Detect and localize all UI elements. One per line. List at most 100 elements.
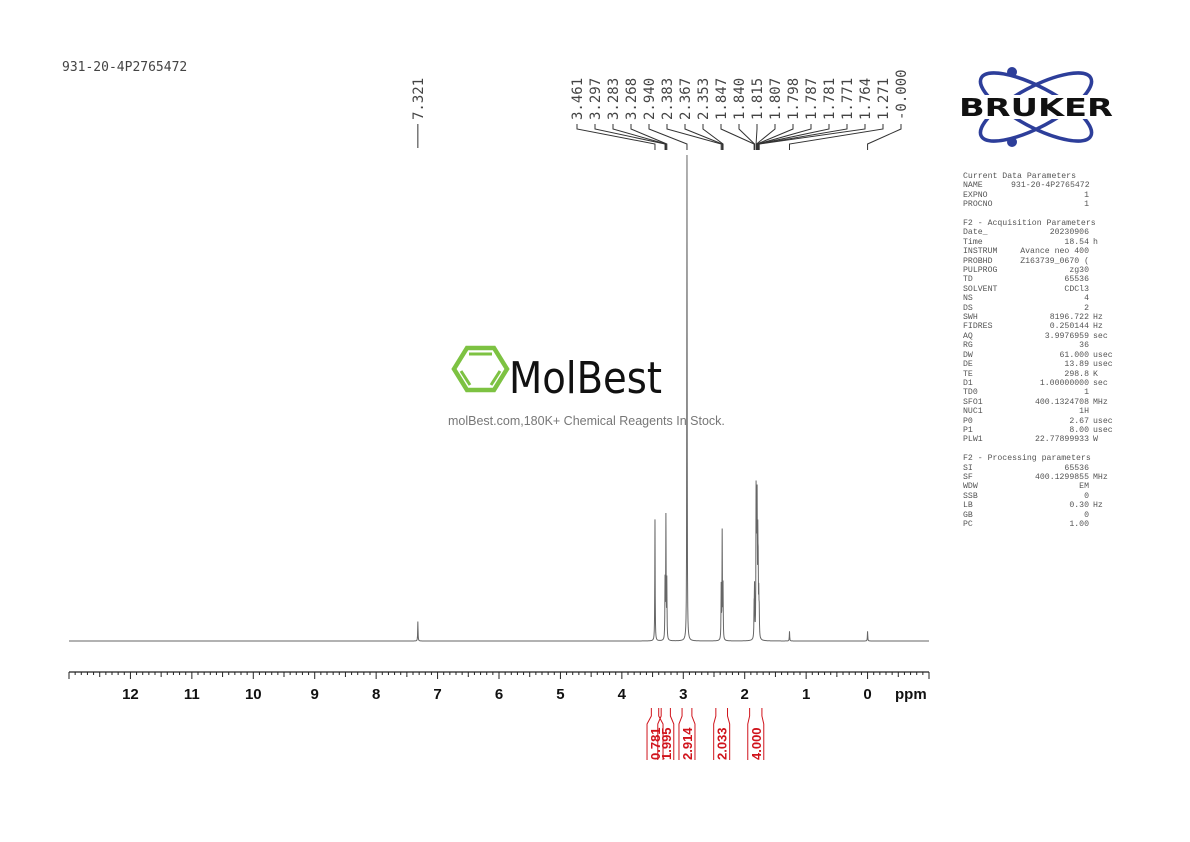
param-key: D1: [963, 378, 973, 388]
peak-label: 1.764: [858, 78, 874, 120]
peak-label: 1.787: [804, 78, 820, 120]
param-value: 1H: [1079, 407, 1089, 417]
param-value: zg30: [1069, 266, 1089, 276]
x-tick-label: 8: [372, 686, 380, 703]
peak-label-connector: [756, 124, 776, 150]
param-key: DS: [963, 303, 973, 313]
param-key: SF: [963, 472, 973, 482]
param-row: TD 65536: [963, 275, 1123, 284]
param-value: 61.000: [1059, 350, 1089, 360]
param-unit: Hz: [1093, 313, 1103, 323]
param-unit: usec: [1093, 350, 1113, 360]
param-value: 18.54: [1064, 237, 1089, 247]
param-row: SOLVENT CDCl3: [963, 285, 1123, 294]
peak-label: 1.807: [768, 78, 784, 120]
param-value: 0: [1084, 510, 1089, 520]
x-tick-label: 2: [741, 686, 749, 703]
peak-label-connector: [648, 124, 688, 150]
x-tick-label: 0: [863, 686, 871, 703]
param-key: NS: [963, 294, 973, 304]
param-unit: Hz: [1093, 501, 1103, 511]
x-tick-label: 11: [184, 686, 200, 703]
param-value: 0.250144: [1049, 322, 1089, 332]
param-unit: W: [1093, 435, 1098, 445]
param-unit: [1089, 407, 1119, 416]
param-unit: [1089, 228, 1119, 237]
param-unit: sec: [1093, 331, 1108, 341]
peak-label-connector: [758, 124, 866, 150]
param-value: 65536: [1064, 275, 1089, 285]
processing-params-title: F2 - Processing parameters: [963, 454, 1091, 464]
integral-bracket: [713, 708, 731, 760]
param-unit: Hz: [1093, 322, 1103, 332]
param-value: 1: [1084, 388, 1089, 398]
molbest-logo-text: MolBest: [509, 353, 662, 404]
param-unit: [1089, 266, 1119, 275]
param-value: 3.9976959: [1044, 331, 1089, 341]
param-value: 400.1324708: [1034, 397, 1089, 407]
param-row: GB 0: [963, 511, 1123, 520]
peak-label: 1.798: [786, 78, 802, 120]
param-row: SF 400.1299855 MHz: [963, 473, 1123, 482]
param-row: Date_ 20230906: [963, 228, 1123, 237]
param-key: SI: [963, 463, 973, 473]
peak-label: 2.353: [696, 78, 712, 120]
integral-bracket: [747, 708, 765, 760]
param-key: TE: [963, 369, 973, 379]
x-tick-label: 6: [495, 686, 503, 703]
param-unit: [1089, 247, 1119, 256]
param-value: Z163739_0670 (: [1020, 256, 1089, 266]
peak-label: 3.297: [588, 78, 604, 120]
param-value: CDCl3: [1064, 284, 1089, 294]
param-unit: [1089, 464, 1119, 473]
param-key: WDW: [963, 482, 978, 492]
param-unit: [1089, 257, 1119, 266]
integral-value: 0.781: [648, 727, 663, 760]
param-value: 8196.722: [1049, 313, 1089, 323]
param-unit: [1089, 200, 1119, 209]
x-tick-label: 12: [122, 686, 139, 703]
param-key: PC: [963, 520, 973, 529]
param-value: 36: [1079, 341, 1089, 351]
sample-title: 931-20-4P2765472: [62, 60, 188, 75]
param-key: DE: [963, 360, 973, 370]
peak-label-connector: [630, 124, 668, 150]
peak-label: 2.940: [642, 78, 658, 120]
param-key: TD0: [963, 388, 978, 398]
peak-label-connector: [684, 124, 723, 150]
x-tick-label: 5: [556, 686, 564, 703]
param-row: Time 18.54 h: [963, 238, 1123, 247]
x-tick-label: 4: [618, 686, 627, 703]
peak-label-connector: [666, 124, 722, 150]
current-params-title: Current Data Parameters: [963, 172, 1077, 181]
peak-label-connector: [576, 124, 656, 150]
bruker-logo: BRUKER: [958, 67, 1116, 147]
param-unit: usec: [1093, 416, 1113, 426]
integral-value: 4.000: [749, 727, 764, 760]
param-unit: usec: [1093, 360, 1113, 370]
param-row: EXPNO 1: [963, 191, 1123, 200]
param-key: DW: [963, 350, 973, 360]
param-row: DS 2: [963, 304, 1123, 313]
peak-label-connector: [702, 124, 724, 150]
peak-label-connector: [612, 124, 667, 150]
param-row: TD0 1: [963, 388, 1123, 397]
param-row: NAME 931-20-4P2765472: [963, 181, 1123, 190]
param-key: SWH: [963, 313, 978, 323]
param-key: EXPNO: [963, 190, 988, 200]
param-row: SI 65536: [963, 464, 1123, 473]
param-unit: MHz: [1093, 472, 1108, 482]
param-row: RG 36: [963, 341, 1123, 350]
bruker-logo-text: BRUKER: [959, 93, 1113, 122]
peak-label: 2.383: [660, 78, 676, 120]
param-row: P1 8.00 usec: [963, 426, 1123, 435]
param-unit: [1089, 181, 1119, 190]
param-unit: [1089, 341, 1119, 350]
param-row: INSTRUM Avance neo 400: [963, 247, 1123, 256]
integral-value: 2.914: [680, 727, 695, 760]
x-tick-label: 3: [679, 686, 687, 703]
peak-label: 3.283: [606, 78, 622, 120]
param-row: SFO1 400.1324708 MHz: [963, 398, 1123, 407]
param-unit: [1089, 285, 1119, 294]
